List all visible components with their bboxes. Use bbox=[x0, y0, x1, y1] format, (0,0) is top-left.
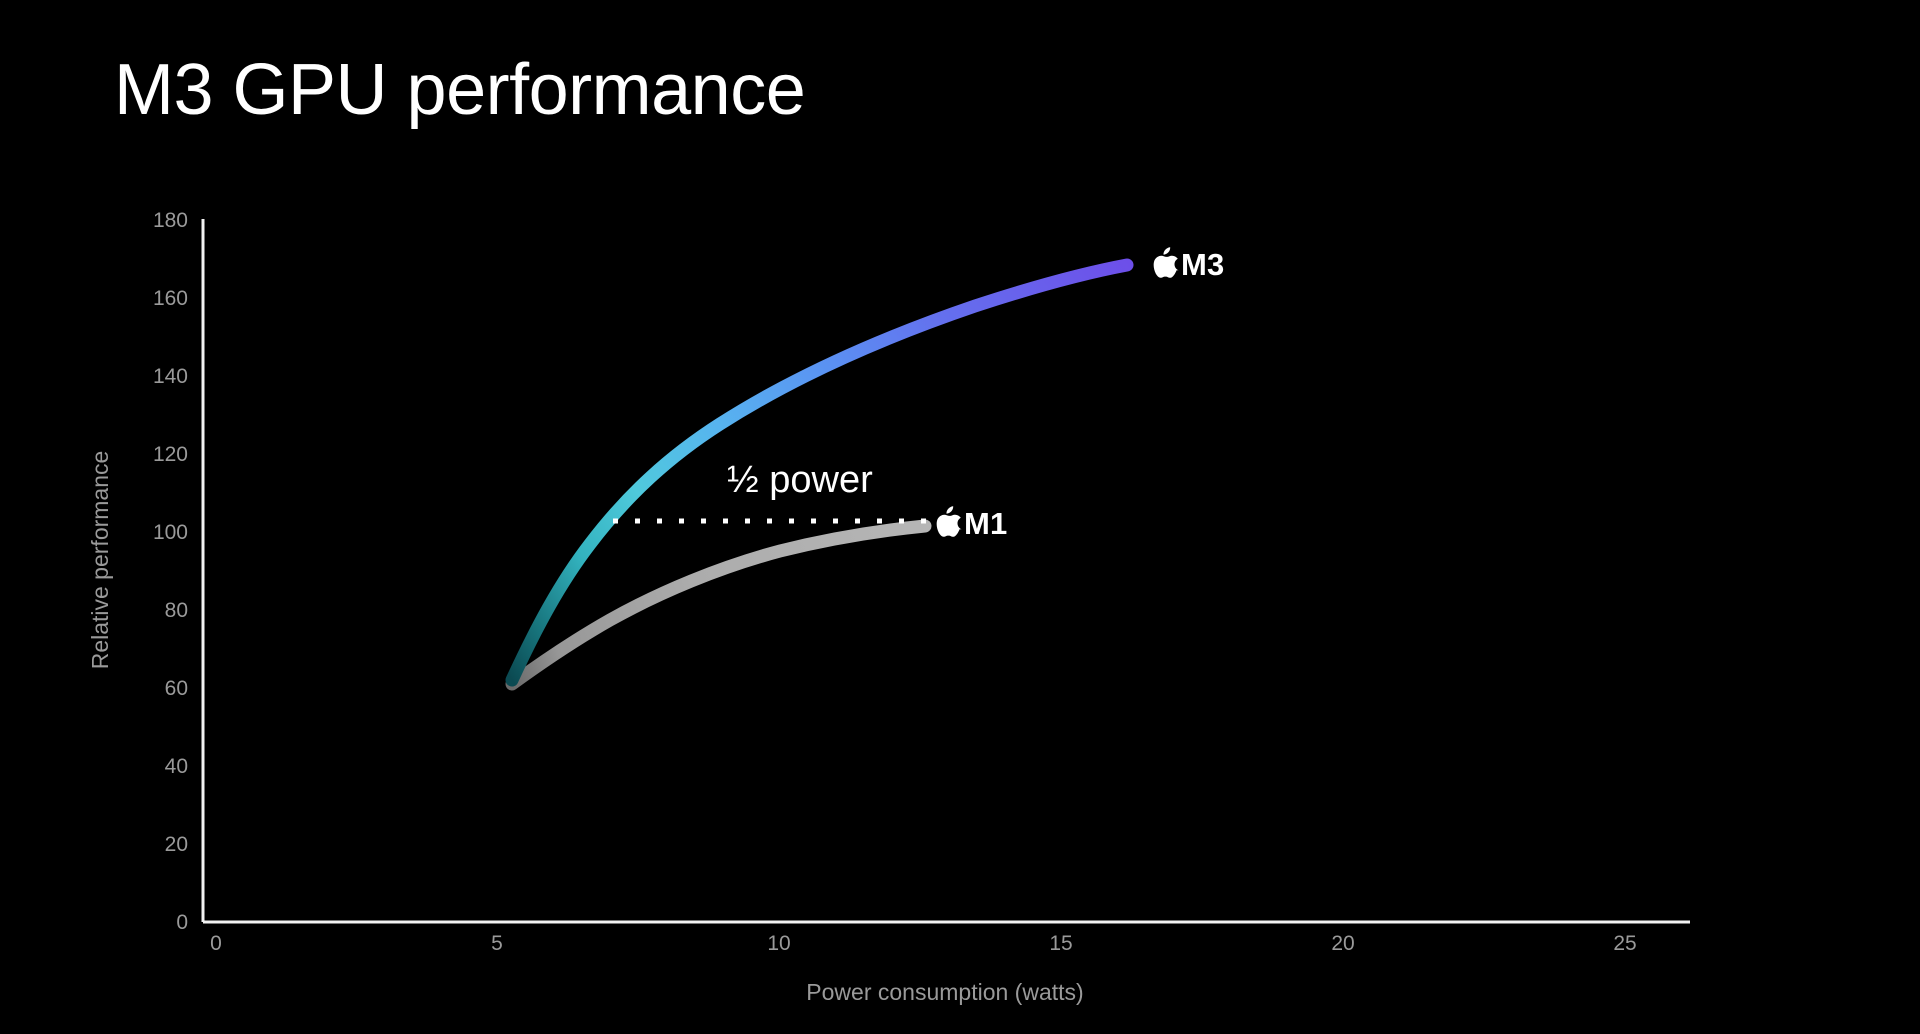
y-axis-title: Relative performance bbox=[87, 451, 113, 670]
x-tick-label: 0 bbox=[210, 932, 222, 955]
y-tick-label: 120 bbox=[153, 443, 188, 466]
y-tick-label: 20 bbox=[165, 833, 188, 856]
y-tick-label: 160 bbox=[153, 287, 188, 310]
y-tick-label: 60 bbox=[165, 677, 188, 700]
y-tick-label: 180 bbox=[153, 209, 188, 232]
y-tick-label: 0 bbox=[176, 911, 188, 934]
x-tick-label: 10 bbox=[767, 932, 790, 955]
half-power-annotation: ½ power bbox=[727, 459, 873, 501]
series-label-m1-text: M1 bbox=[964, 505, 1008, 541]
apple-logo-icon bbox=[936, 506, 962, 538]
series-line-m3 bbox=[505, 258, 1134, 687]
series-line-m1 bbox=[505, 519, 932, 691]
y-tick-label: 80 bbox=[165, 599, 188, 622]
series-label-m1: M1 bbox=[936, 505, 1008, 541]
x-tick-label: 25 bbox=[1613, 932, 1636, 955]
y-tick-label: 40 bbox=[165, 755, 188, 778]
y-tick-label: 100 bbox=[153, 521, 188, 544]
series-label-m3: M3 bbox=[1153, 246, 1225, 282]
x-tick-label: 15 bbox=[1049, 932, 1072, 955]
x-tick-label: 20 bbox=[1331, 932, 1354, 955]
x-axis-title: Power consumption (watts) bbox=[806, 979, 1083, 1005]
x-tick-label: 5 bbox=[491, 932, 503, 955]
y-tick-label: 140 bbox=[153, 365, 188, 388]
series-label-m3-text: M3 bbox=[1181, 246, 1225, 282]
page-title: M3 GPU performance bbox=[114, 50, 806, 130]
apple-logo-icon bbox=[1153, 247, 1179, 279]
